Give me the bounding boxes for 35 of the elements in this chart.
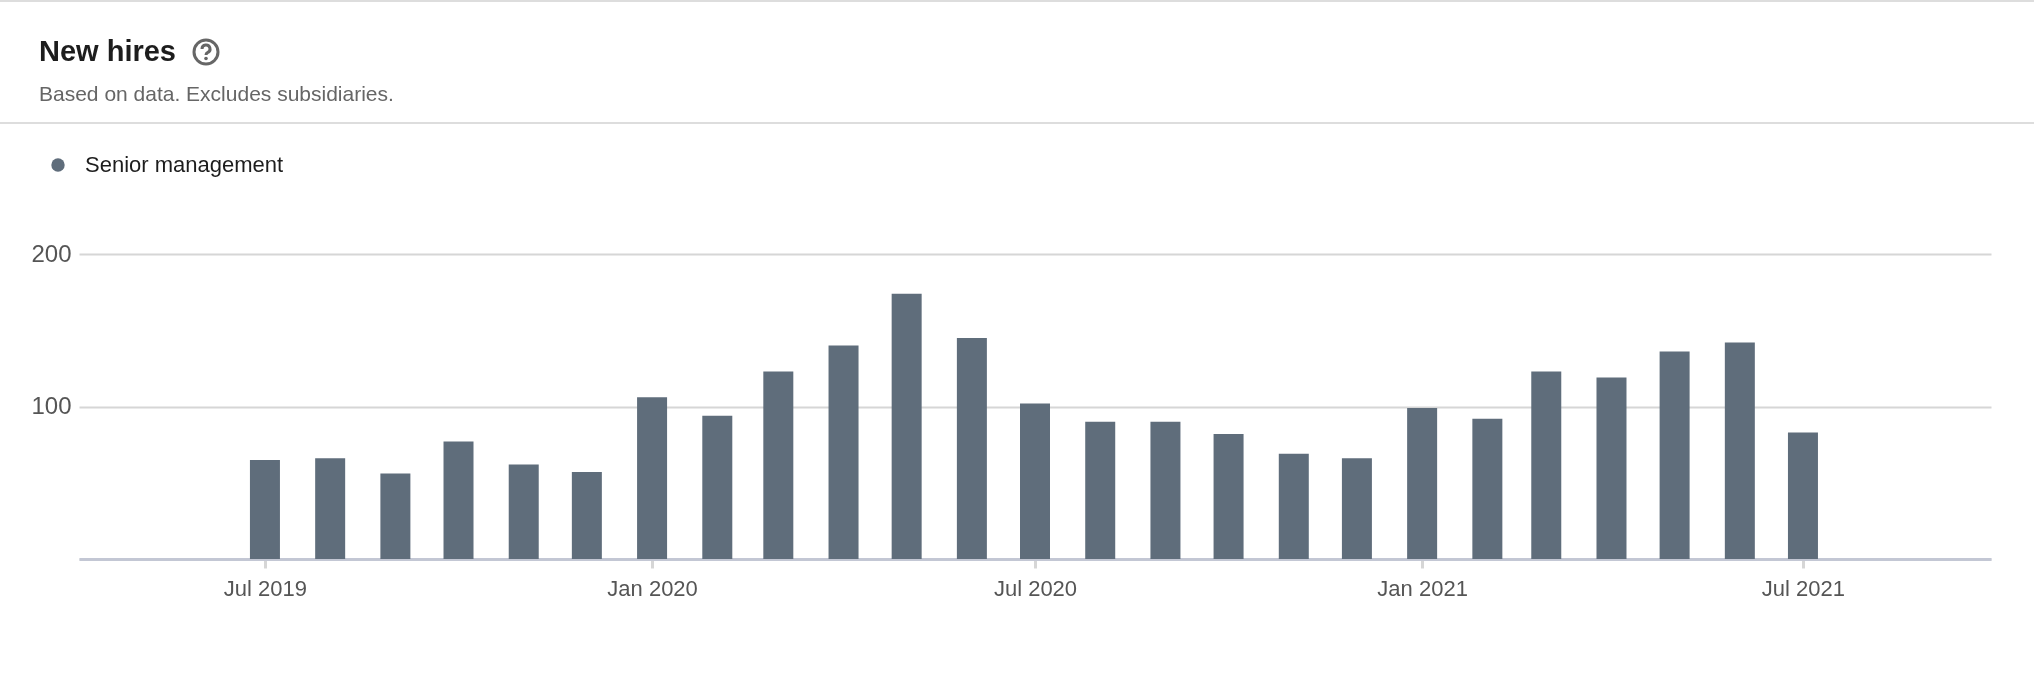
y-tick-label: 200	[31, 239, 72, 267]
bar	[828, 345, 859, 559]
bar	[249, 459, 280, 559]
bar	[1085, 421, 1116, 559]
bar	[380, 473, 411, 559]
bar	[1213, 433, 1244, 559]
x-tick-label: Jul 2019	[223, 575, 308, 601]
bar	[1659, 351, 1690, 559]
bar	[1531, 371, 1562, 559]
bar	[637, 397, 668, 559]
legend-label: Senior management	[85, 152, 284, 177]
x-tick-label: Jul 2021	[1761, 575, 1846, 601]
bar	[571, 472, 602, 559]
bar	[956, 337, 987, 559]
bar	[315, 458, 346, 559]
bar	[891, 293, 922, 559]
bar	[763, 371, 794, 559]
chart-subtitle: Based on data. Excludes subsidiaries.	[39, 82, 395, 106]
bar	[1278, 453, 1309, 559]
bar	[508, 464, 539, 559]
bar	[1724, 342, 1755, 559]
x-tick-label: Jan 2020	[607, 575, 698, 601]
chart-title: New hires	[39, 35, 176, 68]
y-tick-label: 100	[31, 392, 72, 419]
bar	[1596, 377, 1627, 559]
bar	[702, 415, 733, 559]
bar	[1472, 418, 1503, 559]
bar	[1787, 432, 1818, 559]
bar	[443, 441, 474, 559]
x-tick-label: Jul 2020	[993, 575, 1078, 601]
bar	[1341, 458, 1372, 559]
bar	[1020, 403, 1050, 559]
bar	[1150, 421, 1181, 559]
x-tick-label: Jan 2021	[1377, 575, 1468, 601]
bar	[1407, 408, 1438, 559]
